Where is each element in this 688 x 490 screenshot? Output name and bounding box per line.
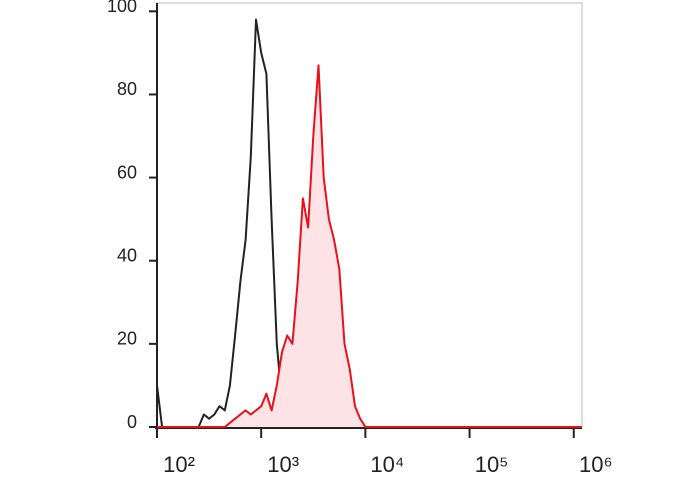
y-tick-label: 100 — [107, 0, 137, 16]
y-tick-label: 40 — [117, 245, 137, 265]
y-tick-label: 80 — [117, 79, 137, 99]
y-tick-label: 0 — [127, 412, 137, 432]
series-line — [156, 18, 582, 428]
x-tick-label: 10⁶ — [579, 452, 613, 477]
series-area — [157, 65, 582, 428]
x-tick-label: 10² — [163, 452, 195, 477]
x-tick-label: 10³ — [267, 452, 299, 477]
y-tick-label: 20 — [117, 329, 137, 349]
series-line — [157, 64, 582, 428]
x-tick-label: 10⁴ — [370, 452, 404, 477]
x-tick-label: 10⁵ — [475, 452, 509, 477]
plot-frame — [156, 2, 583, 428]
y-tick-label: 60 — [117, 162, 137, 182]
